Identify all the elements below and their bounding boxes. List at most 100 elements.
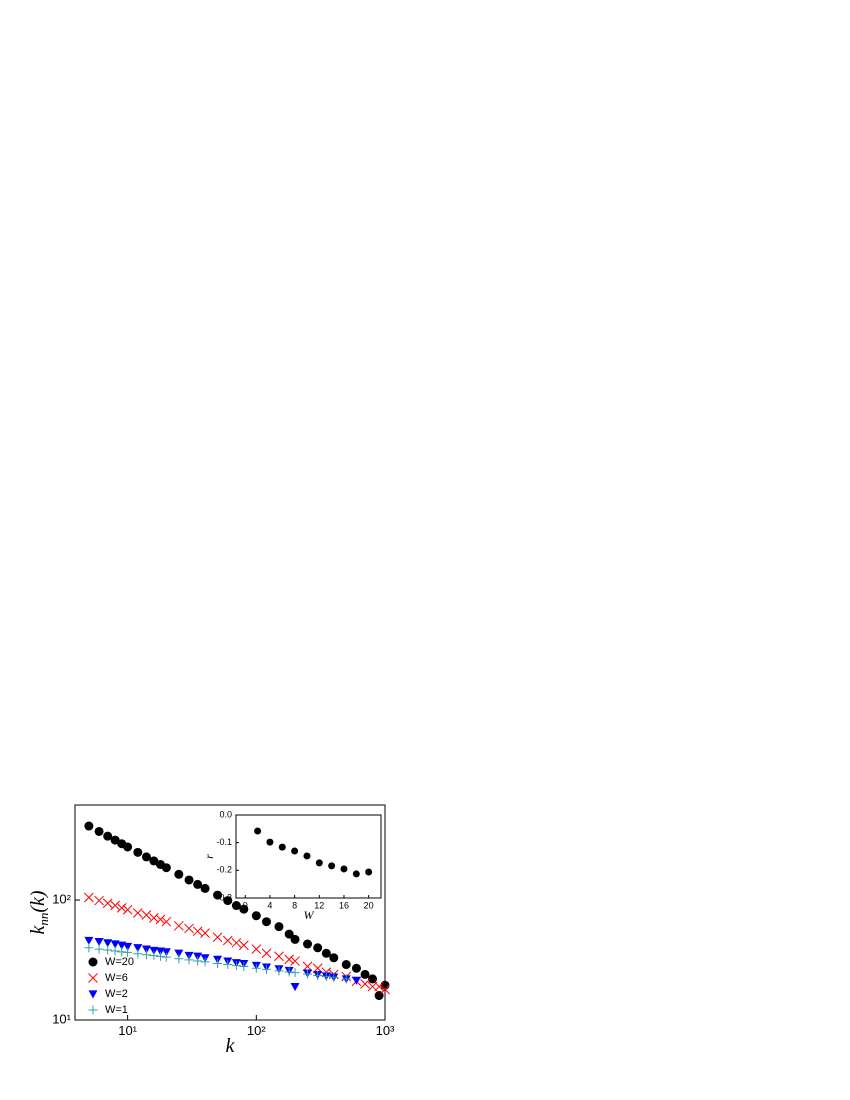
point <box>231 937 242 948</box>
point <box>313 970 323 980</box>
point <box>238 940 249 951</box>
point <box>365 868 373 876</box>
point <box>290 982 300 992</box>
point <box>94 895 104 906</box>
point <box>223 896 233 906</box>
x-tick-label: 4 <box>267 900 272 910</box>
legend-label: W=6 <box>105 972 128 984</box>
point <box>84 892 94 903</box>
point <box>380 980 390 990</box>
point <box>313 943 323 953</box>
legend-marker <box>88 1005 98 1015</box>
point <box>116 903 127 913</box>
x-tick-label: 0 <box>243 900 248 910</box>
point <box>94 938 104 947</box>
legend-label: W=20 <box>105 956 134 968</box>
y-axis-label: knn(k) <box>27 890 51 934</box>
point <box>132 908 143 918</box>
point <box>266 838 274 846</box>
point <box>141 945 151 954</box>
legend-marker <box>88 973 98 983</box>
x-tick-label: 10¹ <box>118 1023 137 1038</box>
plot: 0 4 8 12 16 20 0.0 -0.1 -0.2 -0.3 Wr <box>202 809 382 922</box>
point <box>284 967 294 977</box>
point <box>117 947 127 957</box>
x-tick-label: 10³ <box>376 1023 395 1038</box>
point <box>340 865 348 873</box>
point <box>239 962 249 972</box>
x-axis-label: W <box>304 908 315 922</box>
y-tick-label: -0.1 <box>216 837 232 847</box>
point <box>84 936 94 946</box>
point <box>110 946 120 956</box>
point <box>149 856 159 866</box>
point <box>193 956 203 966</box>
point <box>110 900 121 911</box>
point <box>274 922 284 932</box>
point <box>239 904 249 914</box>
legend-marker <box>88 957 98 967</box>
point <box>231 901 241 911</box>
point <box>149 951 159 961</box>
point <box>213 890 223 900</box>
point <box>321 972 331 982</box>
point <box>161 948 171 957</box>
point <box>351 976 361 985</box>
point <box>274 951 284 962</box>
point <box>368 974 378 984</box>
y-label-main: k <box>27 925 49 935</box>
point <box>254 827 262 835</box>
point <box>315 859 323 867</box>
point <box>149 946 159 955</box>
point <box>302 961 313 972</box>
point <box>303 969 313 979</box>
point <box>184 955 194 965</box>
point <box>84 821 94 831</box>
point <box>192 926 203 937</box>
x-tick-label: 8 <box>292 900 297 910</box>
point <box>303 852 311 860</box>
point <box>161 863 171 873</box>
point <box>251 963 261 973</box>
point <box>102 898 113 909</box>
point <box>161 952 171 962</box>
point <box>291 847 299 855</box>
point <box>262 917 272 927</box>
point <box>141 852 151 862</box>
point <box>123 947 133 957</box>
point <box>251 911 261 921</box>
point <box>174 949 184 958</box>
point <box>274 966 284 976</box>
point <box>200 928 210 938</box>
legend-label: W=2 <box>105 988 128 1000</box>
point <box>141 910 152 920</box>
legend-marker <box>88 990 98 999</box>
point <box>303 939 313 949</box>
point <box>155 951 165 961</box>
point <box>200 957 210 967</box>
point <box>329 972 339 982</box>
point <box>251 944 262 954</box>
point <box>133 949 143 959</box>
point <box>174 869 184 879</box>
point <box>262 964 272 974</box>
point <box>103 939 113 948</box>
point <box>123 842 133 852</box>
point <box>284 929 294 939</box>
y-tick-label: 10¹ <box>52 1011 71 1026</box>
point <box>341 974 351 984</box>
point <box>84 943 94 953</box>
point <box>122 904 133 915</box>
point <box>261 948 272 959</box>
legend-label: W=1 <box>105 1004 128 1016</box>
x-tick-label: 10² <box>247 1023 266 1038</box>
point <box>374 981 384 992</box>
x-axis-label: k <box>226 1035 236 1057</box>
y-tick-label: -0.3 <box>216 892 232 902</box>
y-tick-label: 10² <box>52 891 71 906</box>
y-label-sub: nn <box>36 913 51 926</box>
point <box>213 958 223 968</box>
point <box>123 942 133 951</box>
point <box>141 950 151 960</box>
